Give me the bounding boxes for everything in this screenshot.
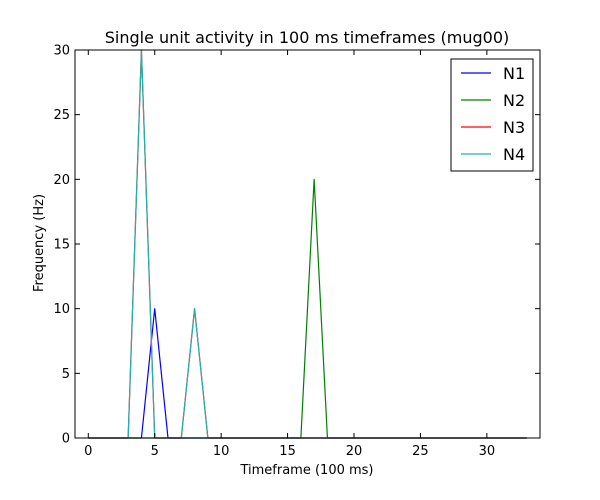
x-tick-label: 5	[151, 444, 159, 459]
y-tick-label: 15	[53, 238, 70, 253]
plot-area: 0 5 10 15 20 25 30 0 5 10 15 20 25 30	[53, 44, 541, 459]
legend-label-n4: N4	[503, 145, 525, 164]
legend-label-n2: N2	[503, 91, 525, 110]
legend: N1 N2 N3 N4	[450, 58, 534, 172]
y-tick-label: 25	[53, 108, 70, 123]
x-tick-label: 25	[412, 444, 429, 459]
x-tick-label: 30	[479, 444, 496, 459]
y-tick-label: 5	[62, 367, 70, 382]
y-axis-label: Frequency (Hz)	[32, 194, 47, 292]
series-line-n2	[88, 178, 527, 439]
chart-title: Single unit activity in 100 ms timeframe…	[105, 28, 509, 47]
x-tick-label: 20	[346, 444, 363, 459]
x-axis-label: Timeframe (100 ms)	[239, 463, 373, 478]
x-tick-label: 10	[213, 444, 230, 459]
y-tick-label: 10	[53, 302, 70, 317]
legend-label-n1: N1	[503, 64, 525, 83]
legend-label-n3: N3	[503, 118, 525, 137]
x-tick-label: 15	[279, 444, 296, 459]
x-tick-label: 0	[84, 444, 92, 459]
y-tick-label: 0	[62, 432, 70, 447]
y-tick-label: 30	[53, 44, 70, 59]
ticks-layer: 0 5 10 15 20 25 30 0 5 10 15 20 25 30	[53, 44, 540, 459]
y-tick-label: 20	[53, 173, 70, 188]
legend-box	[450, 58, 534, 172]
